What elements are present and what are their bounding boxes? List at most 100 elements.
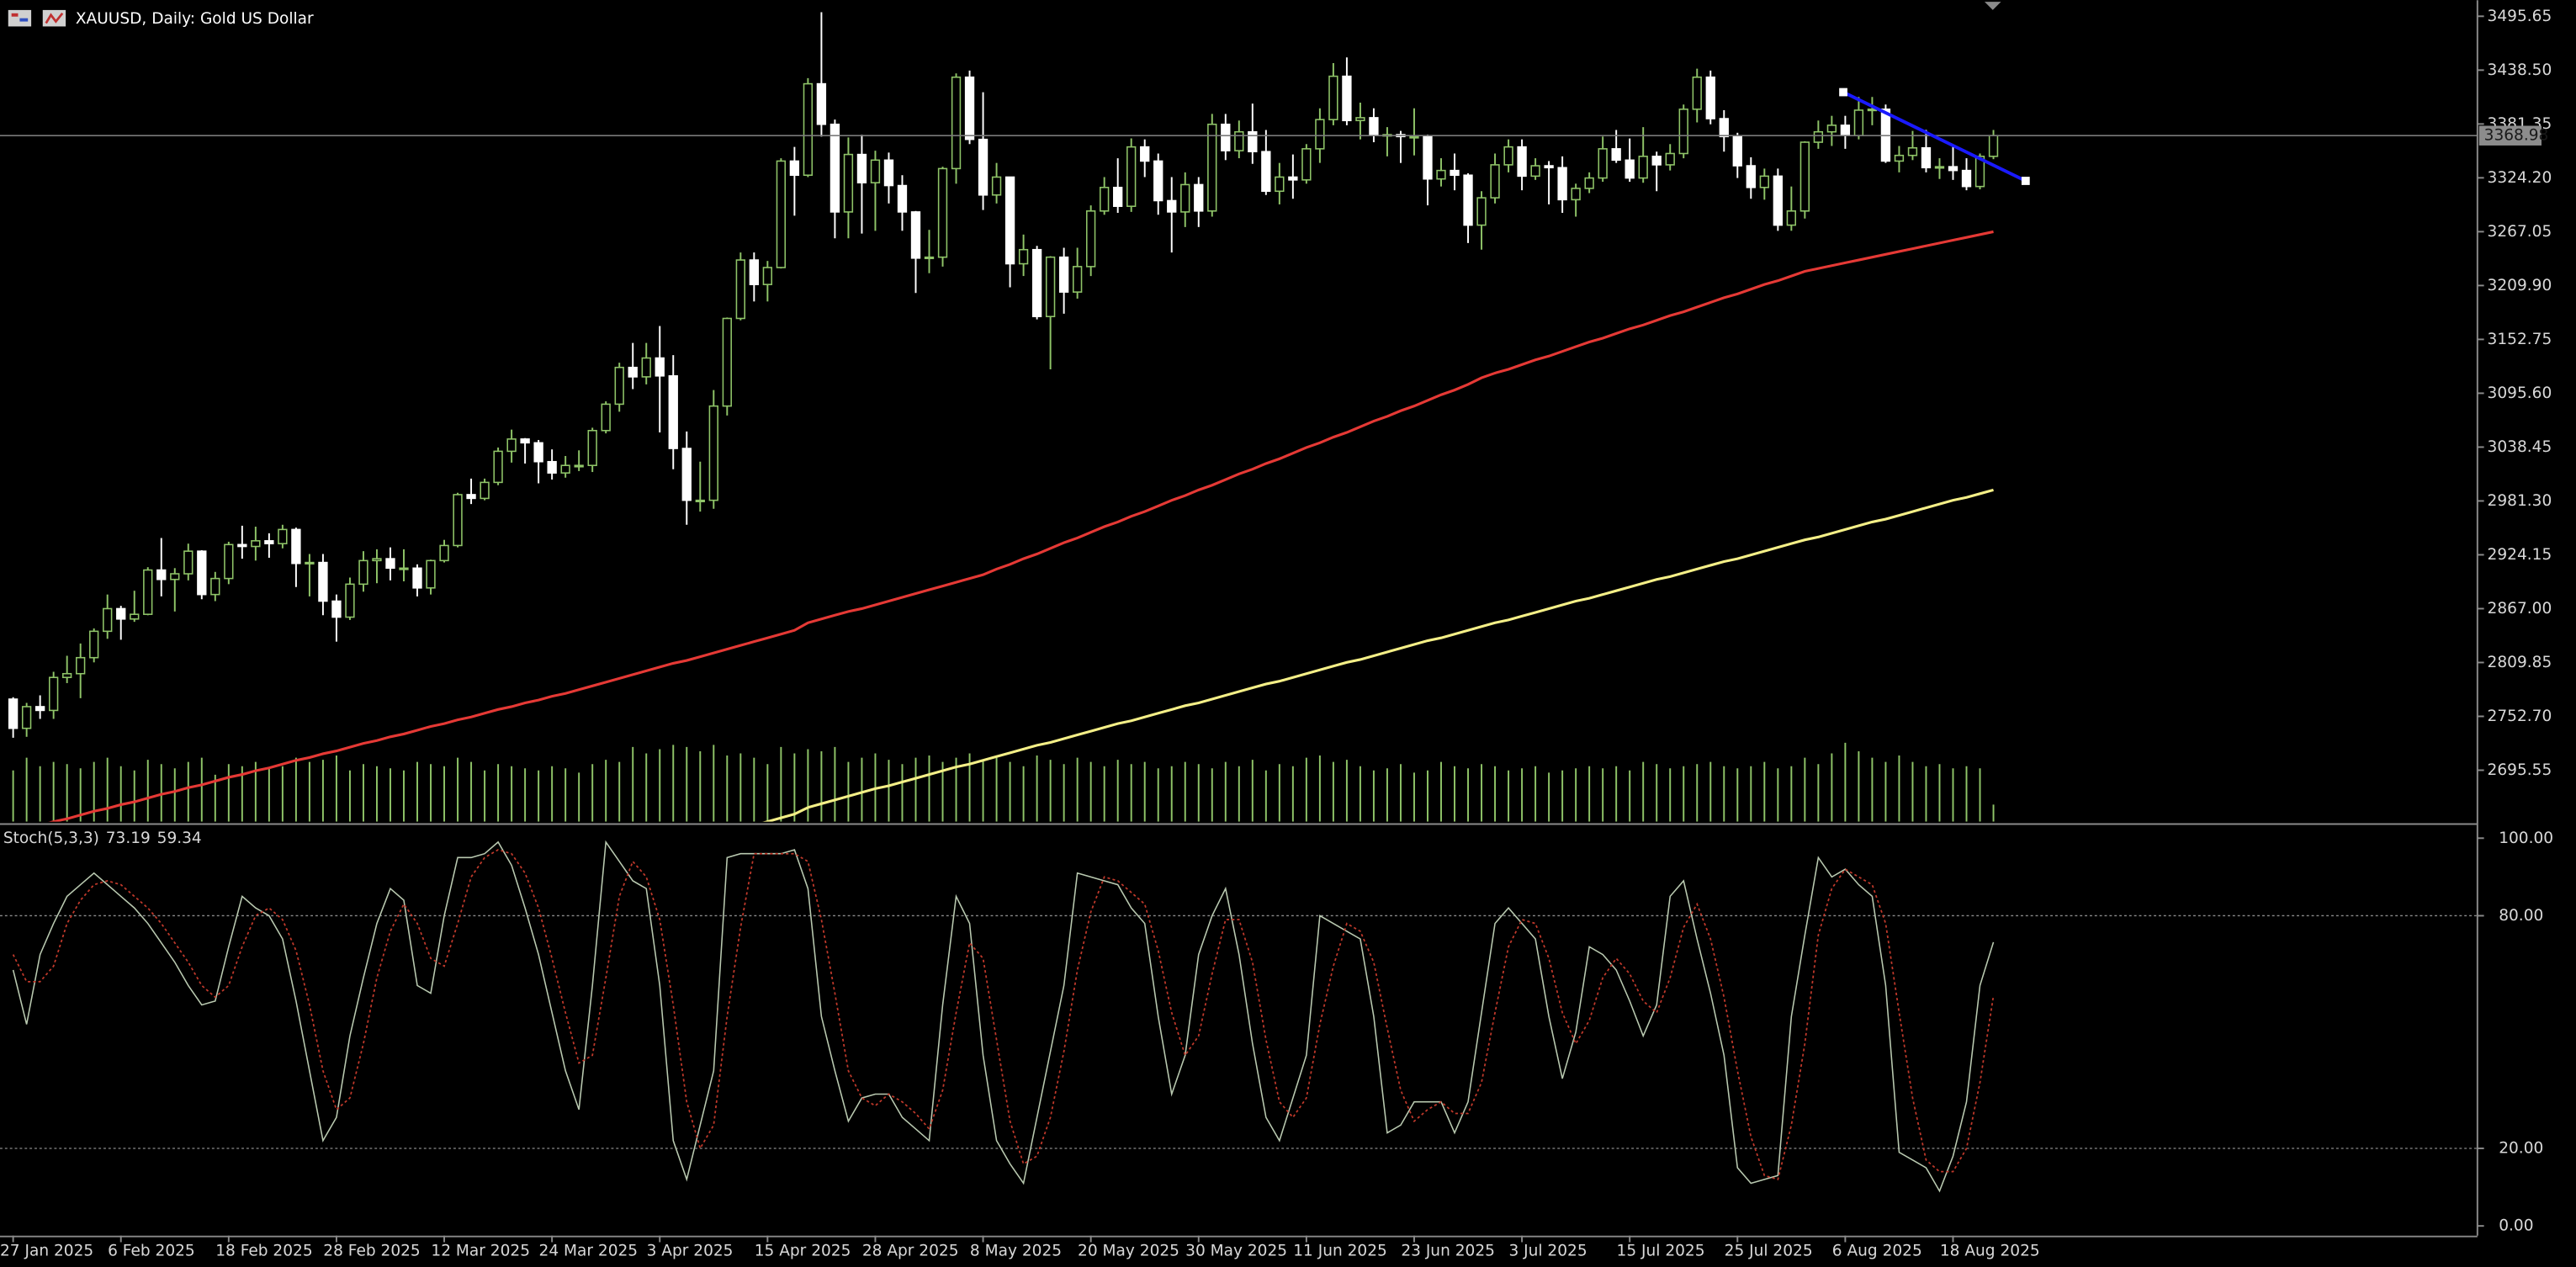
candle-body (668, 375, 678, 449)
candle-body (103, 607, 113, 633)
candle-body (1100, 187, 1110, 212)
candle-body (1961, 169, 1972, 188)
stoch-d-line (12, 849, 1995, 1180)
candle-body (1342, 75, 1352, 122)
candle-body (412, 567, 422, 589)
candle-body (1705, 76, 1715, 119)
y-tick-label: 3495.65 (2488, 8, 2552, 25)
candle-body (8, 698, 19, 729)
candle-body (749, 259, 760, 285)
candle-body (1773, 175, 1783, 226)
candle-body (1732, 135, 1742, 167)
candle-body (453, 494, 463, 547)
candle-body (1894, 154, 1905, 162)
trend-line-handle[interactable] (2021, 177, 2030, 185)
candle-body (331, 600, 342, 618)
candle-body (1328, 75, 1338, 120)
candle-body (1813, 130, 1824, 143)
x-tick-label: 3 Apr 2025 (647, 1243, 734, 1260)
candle-body (937, 167, 948, 258)
candle-body (1194, 183, 1204, 212)
candle-body (722, 317, 732, 407)
candle-body (506, 438, 517, 453)
price-pane (0, 12, 2478, 822)
candle-body (1018, 248, 1029, 265)
candle-body (1719, 118, 1729, 138)
candle-body (1126, 146, 1137, 207)
candle-body (1167, 199, 1177, 213)
candle-body (1004, 176, 1015, 265)
x-tick-label: 11 Jun 2025 (1293, 1243, 1387, 1260)
candle-body (897, 184, 908, 213)
chart-title: XAUUSD, Daily: Gold US Dollar (76, 10, 314, 28)
candle-body (560, 464, 570, 474)
candle-body (695, 499, 705, 502)
trend-line[interactable] (1842, 90, 2027, 183)
candle-body (803, 82, 814, 177)
candle-body (1786, 210, 1797, 226)
candle-body (1746, 165, 1756, 188)
candle-body (776, 160, 787, 268)
candle-body (1638, 156, 1648, 179)
candle-body (1503, 146, 1513, 166)
candle-body (1301, 148, 1312, 181)
candle-body (1315, 119, 1325, 150)
candle-body (1045, 256, 1056, 318)
k-value: 73.19 (106, 830, 151, 847)
candle-body (843, 153, 854, 213)
axes: 3495.653438.503381.353324.203267.053209.… (0, 8, 2553, 1260)
y-tick-label: 2981.30 (2488, 492, 2552, 510)
candle-body (910, 211, 921, 259)
x-tick-label: 20 May 2025 (1078, 1243, 1179, 1260)
candle-body (385, 558, 395, 570)
candle-body (1436, 169, 1446, 180)
candle-body (1463, 174, 1473, 226)
x-tick-label: 6 Aug 2025 (1832, 1243, 1922, 1260)
y-tick-label: 3038.45 (2488, 438, 2552, 456)
candle-body (533, 442, 543, 463)
x-tick-label: 15 Jul 2025 (1617, 1243, 1705, 1260)
candle-body (62, 672, 72, 679)
candle-body (681, 448, 692, 501)
candle-body (735, 259, 745, 320)
candle-body (1584, 177, 1594, 189)
candle-body (520, 438, 530, 444)
candle-body (1934, 166, 1945, 169)
candle-body (816, 82, 827, 125)
candle-body (1517, 146, 1527, 178)
candle-body (587, 429, 597, 466)
candle-body (1369, 117, 1379, 136)
stoch-tick-label: 80.00 (2499, 907, 2543, 925)
candle-body (1544, 165, 1554, 169)
candle-body (1261, 151, 1271, 193)
candle-body (1651, 156, 1662, 166)
candle-body (224, 543, 234, 580)
chart-shift-marker[interactable] (1984, 2, 2001, 10)
stochastic-pane (0, 840, 2478, 1193)
candle-body (547, 460, 557, 474)
candle-body (1355, 117, 1365, 122)
y-tick-label: 3267.05 (2488, 223, 2552, 241)
candle-body (1988, 135, 1999, 157)
moving-average (48, 230, 1994, 822)
x-tick-label: 6 Feb 2025 (108, 1243, 195, 1260)
candle-body (883, 159, 894, 187)
candle-body (1221, 123, 1231, 151)
candle-body (1853, 109, 1864, 136)
candle-body (305, 561, 315, 565)
x-tick-label: 12 Mar 2025 (431, 1243, 530, 1260)
candle-body (1625, 159, 1635, 179)
candle-body (574, 464, 584, 468)
candle-body (210, 577, 220, 596)
y-tick-label: 3438.50 (2488, 61, 2552, 79)
stochastic-header: Stoch(5,3,3) 73.19 59.34 (3, 830, 202, 847)
candle-body (1072, 266, 1083, 293)
current-price-label: 3368.98 (2484, 127, 2549, 145)
candle-body (1759, 175, 1769, 188)
candle-body (708, 405, 718, 501)
candle-body (1571, 188, 1581, 201)
trend-line-handle[interactable] (1839, 87, 1847, 97)
x-tick-label: 30 May 2025 (1185, 1243, 1287, 1260)
candle-body (964, 76, 975, 140)
